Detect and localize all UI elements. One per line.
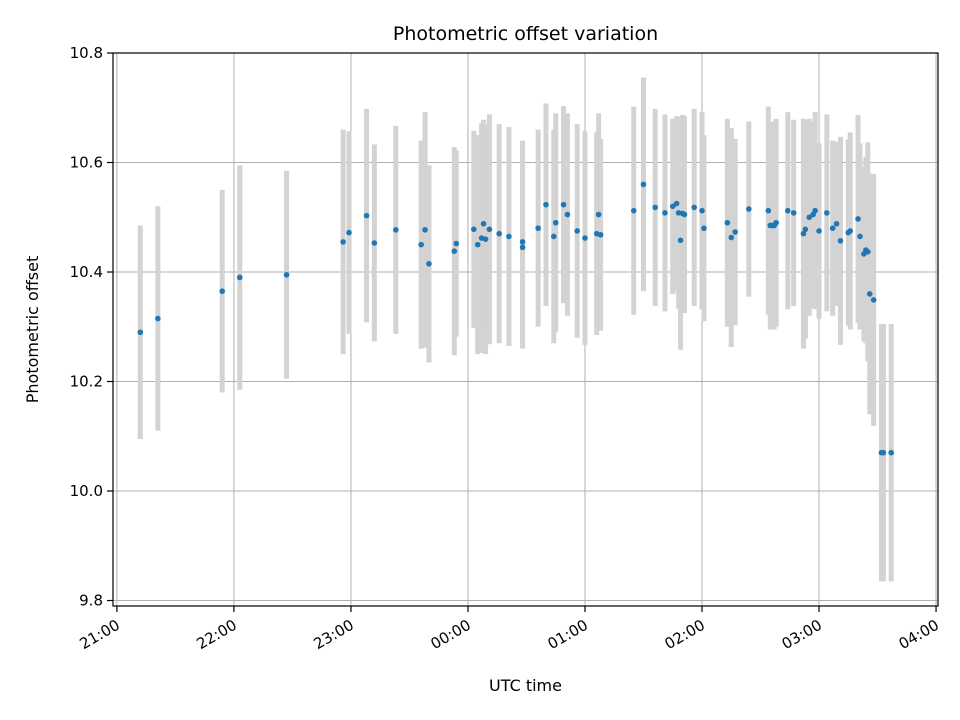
data-point [673, 200, 680, 207]
plot-frame [112, 52, 939, 607]
data-point [506, 233, 512, 240]
data-point [340, 239, 346, 245]
data-point [855, 216, 861, 222]
data-point [824, 210, 830, 216]
y-tick-label: 10.0 [70, 482, 103, 500]
data-point [371, 240, 378, 246]
data-point [543, 201, 549, 208]
data-point [426, 260, 432, 267]
data-point [574, 228, 580, 234]
data-points [137, 181, 894, 456]
data-point [283, 271, 290, 278]
data-point [866, 291, 873, 297]
y-tick-label: 10.6 [70, 154, 103, 172]
data-point [691, 204, 698, 211]
data-point [393, 227, 399, 233]
data-point [681, 211, 688, 218]
data-point [812, 207, 818, 214]
data-point [471, 226, 477, 233]
data-point [640, 181, 647, 188]
data-point [652, 204, 658, 211]
x-axis-title: UTC time [489, 676, 562, 695]
data-point [597, 231, 604, 238]
data-point [550, 233, 557, 240]
data-point [453, 240, 460, 247]
data-point [482, 236, 489, 242]
data-point [219, 288, 226, 294]
y-axis: 9.8 10.0 10.2 10.4 10.6 10.8 [70, 44, 113, 610]
data-point [564, 211, 571, 218]
data-point [765, 207, 772, 214]
data-point [880, 449, 887, 456]
chart-title: Photometric offset variation [393, 23, 658, 45]
data-point [802, 226, 809, 233]
data-point [418, 241, 424, 248]
data-point [346, 229, 352, 236]
data-point [155, 315, 161, 322]
data-point [519, 239, 526, 245]
data-point [451, 248, 458, 255]
data-point [480, 221, 487, 227]
data-point [560, 201, 567, 208]
data-point [582, 235, 588, 241]
data-point [535, 225, 541, 232]
y-tick-label: 10.2 [70, 373, 103, 391]
data-point [829, 225, 836, 232]
data-point [669, 203, 676, 210]
data-point [732, 229, 738, 235]
data-point [519, 244, 526, 251]
data-point [888, 449, 894, 456]
data-point [746, 206, 752, 212]
data-point [800, 230, 807, 237]
data-point [662, 210, 668, 216]
data-point [773, 219, 779, 226]
data-point [833, 221, 840, 227]
data-point [236, 274, 243, 281]
data-point [857, 233, 863, 240]
data-point [699, 207, 705, 214]
data-point [552, 219, 559, 226]
y-tick-label: 10.8 [70, 44, 103, 62]
data-point [790, 210, 797, 216]
data-point [728, 234, 735, 241]
data-point [847, 228, 854, 234]
data-point [486, 226, 493, 233]
data-point [363, 212, 370, 219]
y-tick-label: 9.8 [79, 592, 103, 610]
data-point [724, 219, 731, 226]
data-point [677, 237, 684, 244]
y-axis-title: Photometric offset [23, 256, 42, 404]
data-point [422, 227, 428, 233]
data-point [870, 297, 877, 303]
data-point [864, 248, 871, 255]
y-tick-label: 10.4 [70, 263, 103, 281]
data-point [595, 211, 602, 218]
data-point [806, 214, 813, 221]
data-point [785, 207, 791, 214]
data-point [474, 241, 481, 248]
data-point [837, 238, 844, 244]
data-point [630, 207, 637, 214]
data-point [701, 225, 707, 232]
data-point [496, 230, 502, 237]
data-point [816, 228, 822, 234]
data-point [137, 329, 144, 336]
